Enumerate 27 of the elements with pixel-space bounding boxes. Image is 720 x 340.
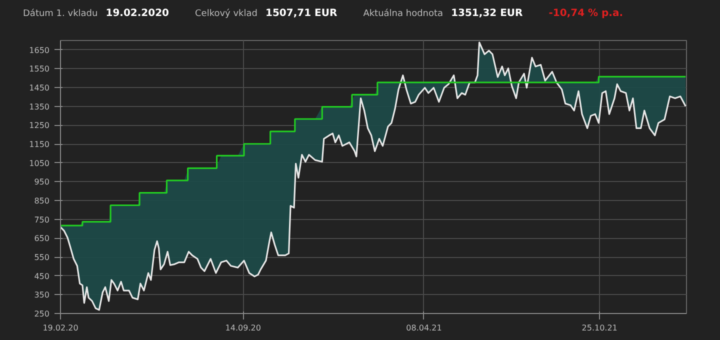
text: 1351,32 EUR bbox=[451, 8, 523, 19]
x-tick-label: 14.09.20 bbox=[225, 324, 261, 332]
y-tick-label: 750 bbox=[34, 215, 50, 224]
x-tick-label: 25.10.21 bbox=[582, 324, 618, 332]
y-tick-label: 850 bbox=[34, 196, 50, 206]
y-tick-label: 1050 bbox=[29, 158, 50, 168]
y-tick-label: 250 bbox=[34, 310, 50, 318]
text: -10,74 % p.a. bbox=[548, 8, 624, 19]
y-tick-label: 1250 bbox=[29, 121, 50, 130]
text: 1507,71 EUR bbox=[266, 8, 338, 19]
line-series bbox=[60, 42, 686, 311]
y-tick-label: 1650 bbox=[29, 46, 50, 55]
y-tick-label: 950 bbox=[34, 178, 50, 187]
y-tick-label: 1150 bbox=[29, 140, 50, 150]
y-tick-label: 550 bbox=[34, 253, 50, 262]
x-tick-label: 19.02.20 bbox=[42, 324, 78, 332]
text: Aktuálna hodnota bbox=[363, 9, 444, 19]
y-tick-label: 1350 bbox=[29, 102, 50, 112]
y-tick-label: 1550 bbox=[29, 64, 50, 74]
text: Dátum 1. vkladu bbox=[23, 9, 98, 19]
y-tick-label: 350 bbox=[34, 290, 50, 300]
y-tick-label: 450 bbox=[34, 272, 50, 281]
text: Celkový vklad bbox=[195, 9, 258, 19]
text: 19.02.2020 bbox=[106, 8, 169, 19]
x-tick-label: 08.04.21 bbox=[406, 324, 442, 332]
y-tick-label: 650 bbox=[34, 234, 50, 244]
y-tick-label: 1450 bbox=[29, 84, 50, 93]
